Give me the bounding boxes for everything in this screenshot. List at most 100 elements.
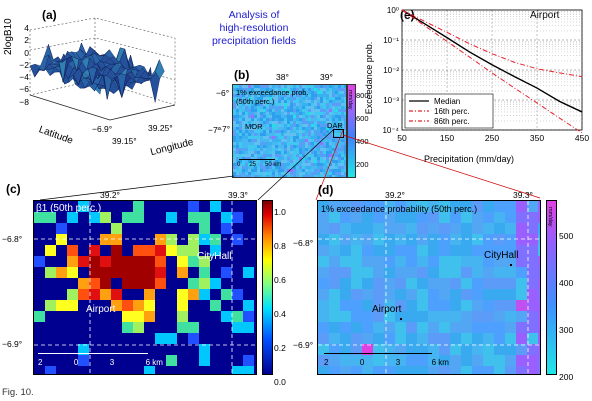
- field-cell: [302, 121, 305, 124]
- field-cell: [299, 121, 302, 124]
- field-cell: [239, 97, 242, 100]
- exceedance-chart: 50 150 250 350 45010⁰10⁻¹10⁻²10⁻³10⁻⁴Median1…: [382, 6, 589, 143]
- field-cell: [260, 94, 263, 97]
- field-cell: [239, 121, 242, 124]
- field-cell: [326, 118, 329, 121]
- field-cell: [287, 163, 290, 166]
- exceedance-cell: [505, 322, 516, 333]
- field-cell: [299, 139, 302, 142]
- field-cell: [248, 103, 251, 106]
- field-cell: [233, 157, 236, 160]
- beta-cell: [122, 267, 133, 278]
- exceedance-cell: [516, 300, 527, 311]
- exceedance-cell: [472, 300, 483, 311]
- exceedance-cell: [384, 278, 395, 289]
- field-cell: [281, 94, 284, 97]
- beta-cell: [89, 256, 100, 267]
- field-cell: [248, 121, 251, 124]
- cbar-tick: 0.4: [274, 309, 286, 319]
- field-cell: [302, 106, 305, 109]
- field-cell: [320, 172, 323, 175]
- exceedance-cell: [318, 256, 329, 267]
- field-cell: [272, 157, 275, 160]
- field-cell: [296, 121, 299, 124]
- field-cell: [326, 100, 329, 103]
- exceedance-cell: [395, 300, 406, 311]
- field-cell: [302, 127, 305, 130]
- field-cell: [263, 100, 266, 103]
- y-tick-label: 10⁻²: [383, 66, 399, 75]
- field-cell: [287, 160, 290, 163]
- chart-ylabel: Exceedance prob.: [364, 41, 374, 115]
- exceedance-cell: [373, 333, 384, 344]
- field-cell: [257, 142, 260, 145]
- exceedance-cell: [472, 223, 483, 234]
- exceedance-cell: [527, 366, 538, 374]
- field-cell: [329, 157, 332, 160]
- exceedance-cell: [450, 256, 461, 267]
- exceedance-cell: [494, 311, 505, 322]
- field-cell: [233, 121, 236, 124]
- beta-cell: [155, 267, 166, 278]
- field-cell: [275, 103, 278, 106]
- field-cell: [263, 130, 266, 133]
- field-cell: [320, 94, 323, 97]
- field-cell: [323, 94, 326, 97]
- field-cell: [341, 163, 344, 166]
- beta-cell: [56, 234, 67, 245]
- field-cell: [233, 103, 236, 106]
- field-cell: [317, 100, 320, 103]
- exceedance-cell: [439, 322, 450, 333]
- field-cell: [281, 169, 284, 172]
- exceedance-cell: [417, 311, 428, 322]
- field-cell: [323, 85, 326, 88]
- field-cell: [341, 103, 344, 106]
- field-cell: [341, 154, 344, 157]
- field-cell: [293, 121, 296, 124]
- exceedance-cell: [538, 201, 540, 212]
- field-cell: [287, 145, 290, 148]
- field-cell: [254, 133, 257, 136]
- field-cell: [275, 130, 278, 133]
- exceedance-cell: [494, 245, 505, 256]
- field-cell: [317, 175, 320, 177]
- field-cell: [338, 133, 341, 136]
- field-cell: [257, 91, 260, 94]
- field-cell: [278, 151, 281, 154]
- field-cell: [305, 100, 308, 103]
- field-cell: [248, 130, 251, 133]
- field-cell: [314, 85, 317, 88]
- field-cell: [344, 109, 346, 112]
- legend-label: 86th perc.: [434, 117, 470, 126]
- field-cell: [236, 97, 239, 100]
- exceedance-cell: [483, 212, 494, 223]
- exceedance-cell: [461, 366, 472, 374]
- field-cell: [251, 124, 254, 127]
- field-cell: [287, 124, 290, 127]
- field-cell: [266, 145, 269, 148]
- exceedance-cell: [538, 322, 540, 333]
- exceedance-cell: [483, 344, 494, 355]
- field-cell: [257, 106, 260, 109]
- exceedance-cell: [428, 355, 439, 366]
- field-cell: [272, 166, 275, 169]
- exceedance-cell: [483, 278, 494, 289]
- field-cell: [263, 133, 266, 136]
- field-cell: [260, 115, 263, 118]
- exceedance-cell: [450, 366, 461, 374]
- field-cell: [233, 100, 236, 103]
- field-cell: [236, 94, 239, 97]
- panel-d-top-tick-1: 39.2°: [385, 190, 405, 200]
- exceedance-cell: [406, 289, 417, 300]
- field-cell: [326, 127, 329, 130]
- beta-cell: [100, 234, 111, 245]
- field-cell: [308, 175, 311, 177]
- field-cell: [257, 100, 260, 103]
- beta-cell: [67, 267, 78, 278]
- panel-d-map: 1% exceedance probability (50th perc.) C…: [317, 200, 541, 375]
- field-cell: [296, 115, 299, 118]
- exceedance-cell: [483, 201, 494, 212]
- field-cell: [245, 100, 248, 103]
- field-cell: [281, 124, 284, 127]
- exceedance-cell: [505, 344, 516, 355]
